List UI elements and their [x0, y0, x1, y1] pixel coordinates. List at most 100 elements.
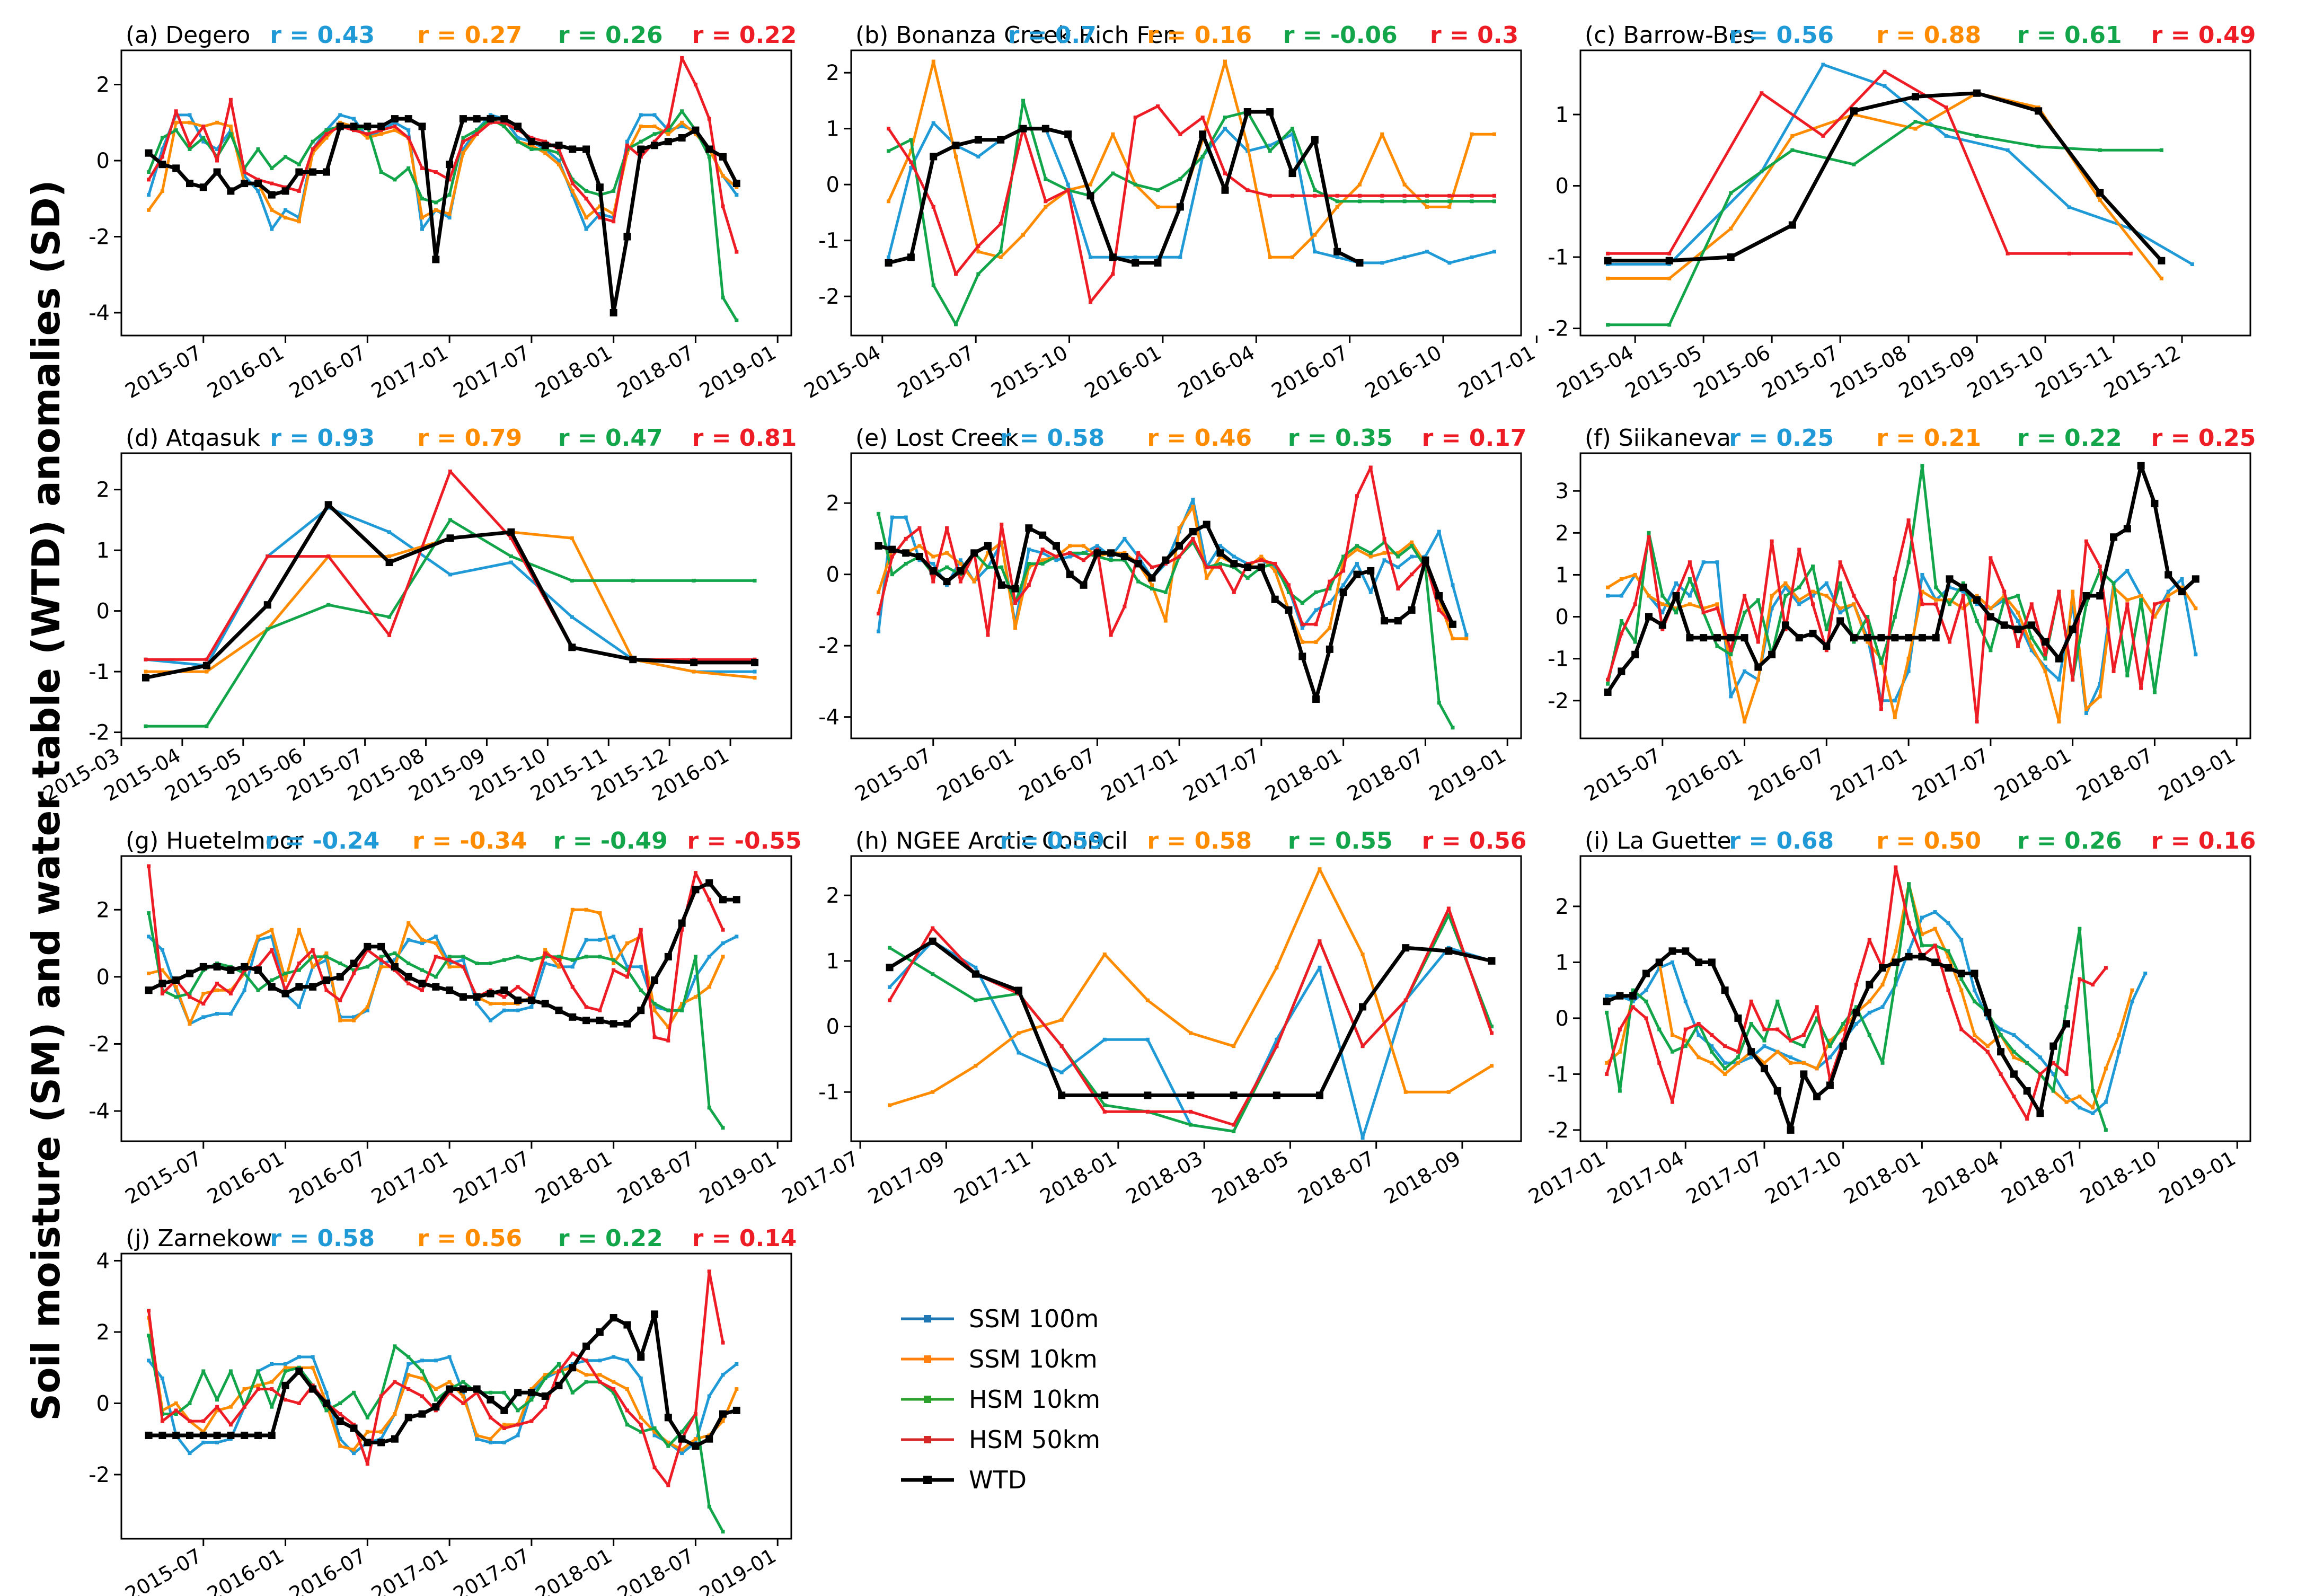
y-tick-label: -4 [89, 1099, 110, 1124]
data-point [1688, 594, 1692, 598]
data-point [256, 178, 260, 182]
data-point [391, 115, 399, 123]
data-point [1836, 617, 1844, 625]
data-point [1464, 637, 1469, 641]
data-point [1605, 1072, 1609, 1076]
data-point [1961, 589, 1965, 594]
data-point [1894, 977, 1898, 981]
data-point [1618, 1050, 1622, 1054]
data-point [719, 153, 727, 161]
data-point [631, 578, 635, 583]
data-point [2078, 977, 2082, 981]
data-point [475, 962, 479, 966]
data-point [1245, 143, 1250, 147]
data-point [1082, 544, 1086, 548]
data-point [1633, 602, 1637, 606]
data-point [2071, 589, 2075, 594]
data-point [324, 1408, 329, 1413]
panel-title: (h) NGEE Arctic Council [855, 827, 1128, 854]
data-point [1756, 677, 1760, 682]
data-point [160, 1376, 164, 1380]
data-point [637, 1007, 645, 1015]
data-point [1824, 627, 1828, 631]
data-point [1027, 583, 1031, 587]
data-point [514, 122, 522, 130]
data-point [556, 158, 561, 163]
data-point [1789, 1061, 1793, 1065]
data-point [888, 545, 896, 553]
data-point [1000, 565, 1004, 569]
data-point [1618, 667, 1625, 675]
data-point [652, 1001, 657, 1006]
data-point [1838, 606, 1842, 611]
data-point [652, 1433, 657, 1438]
data-point [1271, 595, 1279, 603]
data-point [1380, 193, 1384, 198]
r-value-label: r = 0.88 [1876, 22, 1981, 49]
data-point [447, 178, 452, 182]
data-point [387, 633, 392, 637]
data-point [1492, 193, 1496, 198]
data-point [434, 170, 438, 174]
data-point [1824, 594, 1828, 598]
data-point [1290, 132, 1294, 136]
data-point [751, 658, 759, 666]
data-point [1606, 323, 1610, 327]
data-point [1838, 581, 1842, 585]
data-point [1736, 1055, 1740, 1060]
data-point [407, 166, 411, 170]
data-point [1985, 1044, 1990, 1048]
data-point [365, 1008, 369, 1012]
data-point [199, 1431, 207, 1439]
data-point [1743, 669, 1747, 673]
data-point [570, 178, 575, 182]
data-point [502, 1390, 506, 1395]
data-point [1187, 1091, 1195, 1099]
data-point [432, 983, 440, 991]
data-point [584, 938, 588, 942]
data-point [324, 951, 329, 956]
data-point [1451, 637, 1455, 641]
data-point [1041, 125, 1049, 133]
data-point [931, 1090, 935, 1094]
data-point [284, 216, 288, 220]
data-point [693, 83, 697, 87]
data-point [945, 526, 949, 530]
data-point [1396, 587, 1400, 591]
data-point [651, 976, 659, 984]
data-point [1435, 592, 1443, 599]
data-point [693, 975, 697, 979]
data-point [1059, 1018, 1064, 1022]
data-point [1080, 581, 1088, 589]
data-point [1815, 1066, 1819, 1071]
data-point [1136, 551, 1141, 555]
legend-label: SSM 100m [969, 1304, 1099, 1333]
data-point [680, 1001, 684, 1006]
data-point [270, 227, 274, 231]
data-point [721, 295, 725, 299]
legend-label: HSM 50km [969, 1425, 1100, 1454]
data-point [158, 1431, 166, 1439]
data-point [1606, 585, 1610, 589]
data-point [569, 1364, 577, 1372]
legend-marker [924, 1355, 931, 1363]
data-point [188, 120, 192, 125]
data-point [1743, 611, 1747, 615]
data-point [461, 151, 465, 155]
data-point [1286, 583, 1291, 587]
data-point [1223, 171, 1227, 175]
data-point [502, 1440, 506, 1444]
data-point [1199, 130, 1207, 138]
data-point [228, 1405, 233, 1409]
data-point [1657, 1061, 1662, 1065]
data-point [1762, 1038, 1766, 1043]
data-point [721, 1126, 725, 1130]
data-point [887, 199, 891, 204]
data-point [1838, 560, 1842, 565]
data-point [1177, 526, 1181, 530]
data-point [172, 164, 180, 172]
data-point [2071, 677, 2075, 682]
data-point [201, 139, 206, 144]
data-point [447, 1380, 452, 1384]
data-point [434, 1387, 438, 1391]
